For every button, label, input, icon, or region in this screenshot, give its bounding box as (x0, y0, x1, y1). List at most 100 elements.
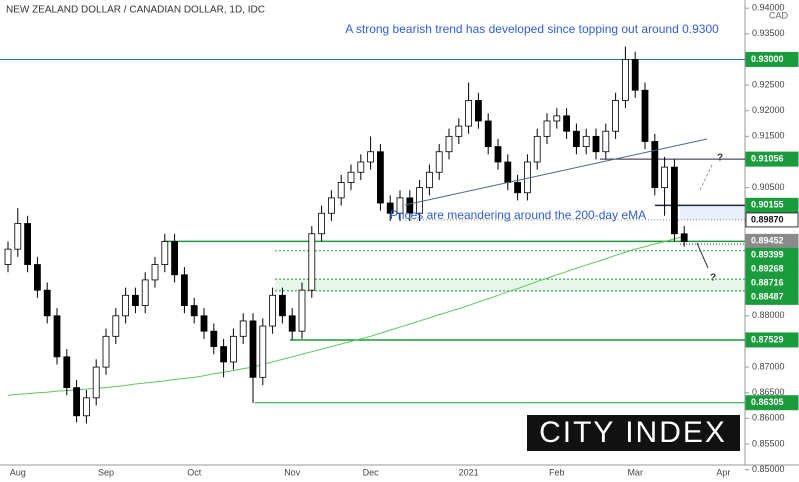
candle-body (298, 289, 306, 332)
level-label: 0.91056 (751, 153, 784, 163)
y-tick-label: 0.85000 (752, 464, 785, 474)
support-zone (275, 279, 745, 291)
level-label-box (745, 289, 799, 305)
x-tick-label: Sep (98, 467, 114, 477)
candle-body (34, 264, 41, 291)
y-tick-label: 0.86500 (752, 387, 785, 397)
x-tick-label: Dec (363, 467, 380, 477)
candle-body (288, 315, 296, 332)
resistance-zone (680, 205, 745, 220)
annotation: Prices are meandering around the 200-day… (390, 208, 646, 222)
level-label-box (745, 197, 799, 213)
candle-body (73, 387, 80, 417)
x-tick-label: Oct (187, 467, 202, 477)
candle-body (631, 59, 639, 91)
candle-body (249, 320, 257, 378)
candle-body (171, 241, 179, 276)
candle-body (680, 233, 688, 242)
candle-body (661, 166, 668, 189)
candle-body (504, 161, 512, 183)
annotation: ? (710, 273, 716, 284)
level-label: 0.87529 (751, 334, 784, 344)
candle-body (308, 233, 316, 291)
candle-body (220, 346, 228, 363)
y-tick-label: 0.92500 (752, 79, 785, 89)
candle-body (465, 100, 473, 127)
level-label: 0.88487 (751, 292, 784, 302)
y-tick-label: 0.90500 (752, 182, 785, 192)
y-tick-label: 0.94000 (752, 3, 785, 13)
candle-body (641, 89, 649, 142)
candle-body (92, 366, 100, 399)
candle-body (406, 197, 414, 214)
candle-body (592, 135, 600, 153)
arrow-down (696, 242, 709, 269)
candle-body (83, 397, 90, 417)
level-label-box (745, 151, 799, 167)
candle-body (514, 182, 521, 194)
candle-body (367, 151, 375, 163)
candle-body (553, 115, 561, 122)
y-tick-label: 0.88000 (752, 310, 785, 320)
level-label: 0.89452 (751, 236, 784, 246)
candle-body (651, 141, 659, 189)
x-tick-label: Mar (627, 467, 643, 477)
candle-body (671, 166, 678, 235)
candle-body (357, 161, 365, 173)
plot (0, 46, 745, 424)
candle-body (259, 325, 267, 378)
candle-body (582, 135, 590, 148)
candle-body (455, 125, 463, 137)
candle-body (602, 130, 610, 153)
y-tick-label: 0.93500 (752, 28, 785, 38)
candle-body (180, 274, 188, 306)
level-label: 0.88716 (751, 278, 784, 288)
level-label: 0.89870 (751, 214, 784, 224)
trend-line (404, 138, 708, 206)
candle-body (141, 279, 149, 306)
candle-body (122, 294, 129, 317)
candle-body (239, 320, 247, 337)
candle-body (543, 120, 551, 137)
level-label-box (745, 395, 799, 411)
y-tick-label: 0.85500 (752, 438, 785, 448)
candle-body (24, 223, 32, 265)
candle-body (533, 135, 541, 163)
candle-body (573, 130, 580, 148)
x-tick-label: 2021 (459, 467, 479, 477)
candle-body (190, 305, 198, 317)
candle-body (102, 335, 110, 368)
annotation: ? (717, 153, 723, 164)
x-tick-label: Aug (10, 467, 26, 477)
candle-body (200, 315, 208, 332)
level-label: 0.89399 (751, 250, 784, 260)
candle-body (318, 212, 326, 235)
candle-body (612, 100, 619, 132)
level-label-box (745, 332, 799, 348)
candle-body (337, 182, 345, 199)
ema-line (7, 235, 685, 396)
candle-body (622, 59, 629, 101)
candle-body (14, 223, 22, 250)
candle-body (484, 120, 492, 148)
candle-body (347, 171, 355, 183)
y-tick-label: 0.92000 (752, 105, 785, 115)
logo-box (527, 415, 740, 451)
candle-body (151, 264, 159, 281)
currency: CAD (769, 10, 789, 20)
x-tick-label: Nov (284, 467, 301, 477)
y-tick-label: 0.86000 (752, 413, 785, 423)
level-label: 0.86305 (751, 397, 784, 407)
y-tick-label: 0.87000 (752, 361, 785, 371)
candle-body (131, 294, 139, 306)
candle-body (396, 197, 404, 214)
candle-body (229, 335, 237, 363)
candle-body (4, 248, 12, 265)
candle-body (386, 202, 394, 214)
candle-body (494, 146, 502, 163)
candle-body (269, 294, 277, 327)
logo: CITY INDEX (539, 416, 727, 449)
candle-body (63, 356, 71, 388)
level-label-box (745, 212, 799, 228)
candle-body (43, 289, 51, 317)
